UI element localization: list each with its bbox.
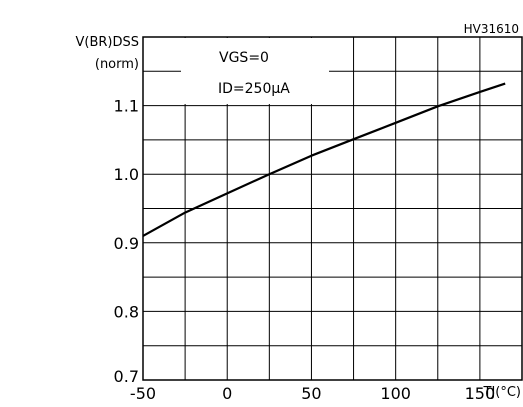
x-tick-label: 100 <box>380 384 411 403</box>
tick-labels: -50 0 50 100 150 0.7 0.8 0.9 1.0 1.1 <box>114 97 496 403</box>
plot-frame <box>142 36 523 381</box>
vgs-condition-label: VGS=0 <box>219 50 269 66</box>
chart-code: HV31610 <box>464 22 519 36</box>
y-tick-label: 0.8 <box>114 302 139 321</box>
id-condition-label: ID=250μA <box>218 81 290 97</box>
y-tick-label: 1.0 <box>114 165 139 184</box>
y-axis-unit: (norm) <box>95 57 139 72</box>
x-tick-label: 0 <box>222 384 232 403</box>
series-line <box>142 82 506 237</box>
x-tick-label: 150 <box>465 384 496 403</box>
grid-lines <box>143 37 522 380</box>
x-tick-label: -50 <box>130 384 156 403</box>
y-tick-label: 1.1 <box>114 97 139 116</box>
y-tick-label: 0.7 <box>114 367 139 386</box>
y-tick-label: 0.9 <box>114 234 139 253</box>
annotation-box <box>181 38 329 104</box>
y-axis-label: V(BR)DSS <box>75 35 139 50</box>
x-axis-label: TJ(°C) <box>483 385 522 400</box>
x-tick-label: 50 <box>301 384 321 403</box>
